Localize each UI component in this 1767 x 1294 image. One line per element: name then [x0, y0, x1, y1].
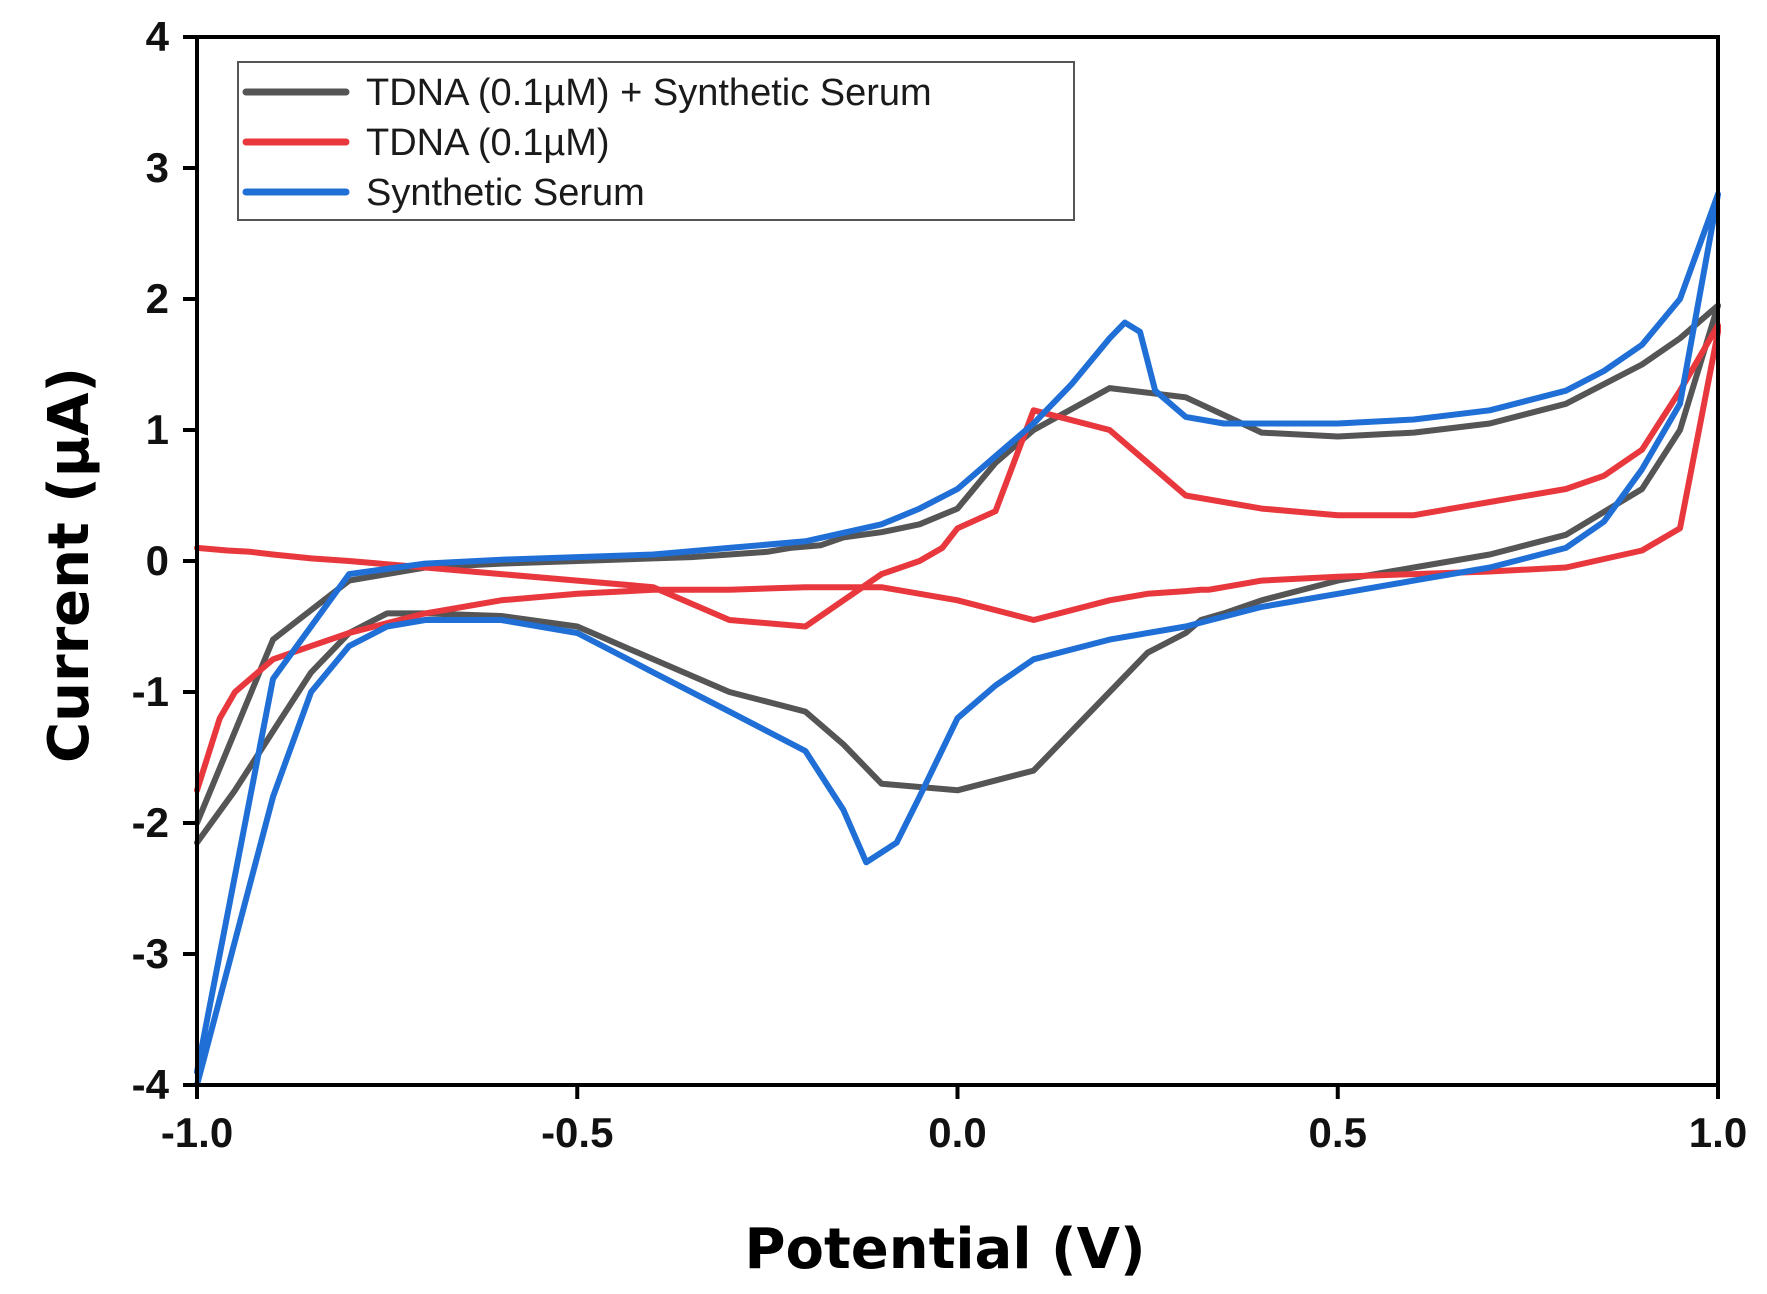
x-axis-title: Potential (V)	[744, 1217, 1145, 1282]
y-tick-label: 0	[146, 537, 169, 584]
y-axis-title: Current (μA)	[37, 367, 102, 763]
legend-label-1: TDNA (0.1µM) + Synthetic Serum	[366, 72, 932, 114]
x-tick-label: -1.0	[161, 1109, 233, 1156]
y-tick-label: 1	[146, 406, 169, 453]
x-tick-label: -0.5	[541, 1109, 613, 1156]
y-tick-label: 2	[146, 275, 169, 322]
y-tick-label: -2	[132, 799, 169, 846]
x-tick-label: 1.0	[1689, 1109, 1747, 1156]
y-tick-label: -3	[132, 930, 169, 977]
x-tick-label: 0.5	[1309, 1109, 1367, 1156]
series-line-2	[194, 322, 1721, 794]
y-tick-label: -1	[132, 668, 169, 715]
legend-label-2: TDNA (0.1µM)	[366, 122, 610, 164]
y-tick-label: 3	[146, 144, 169, 191]
x-tick-label: 0.0	[928, 1109, 986, 1156]
legend-label-3: Synthetic Serum	[366, 172, 645, 214]
tick-layer: -1.0 -0.5 0.0 0.5 1.0 -4 -3 -2 -1 0 1 2 3 4	[132, 13, 1748, 1156]
legend-box	[237, 61, 1075, 221]
legend: TDNA (0.1µM) + Synthetic Serum TDNA (0.1µ…	[237, 61, 1075, 221]
y-tick-label: -4	[132, 1061, 170, 1108]
y-tick-label: 4	[146, 13, 170, 60]
